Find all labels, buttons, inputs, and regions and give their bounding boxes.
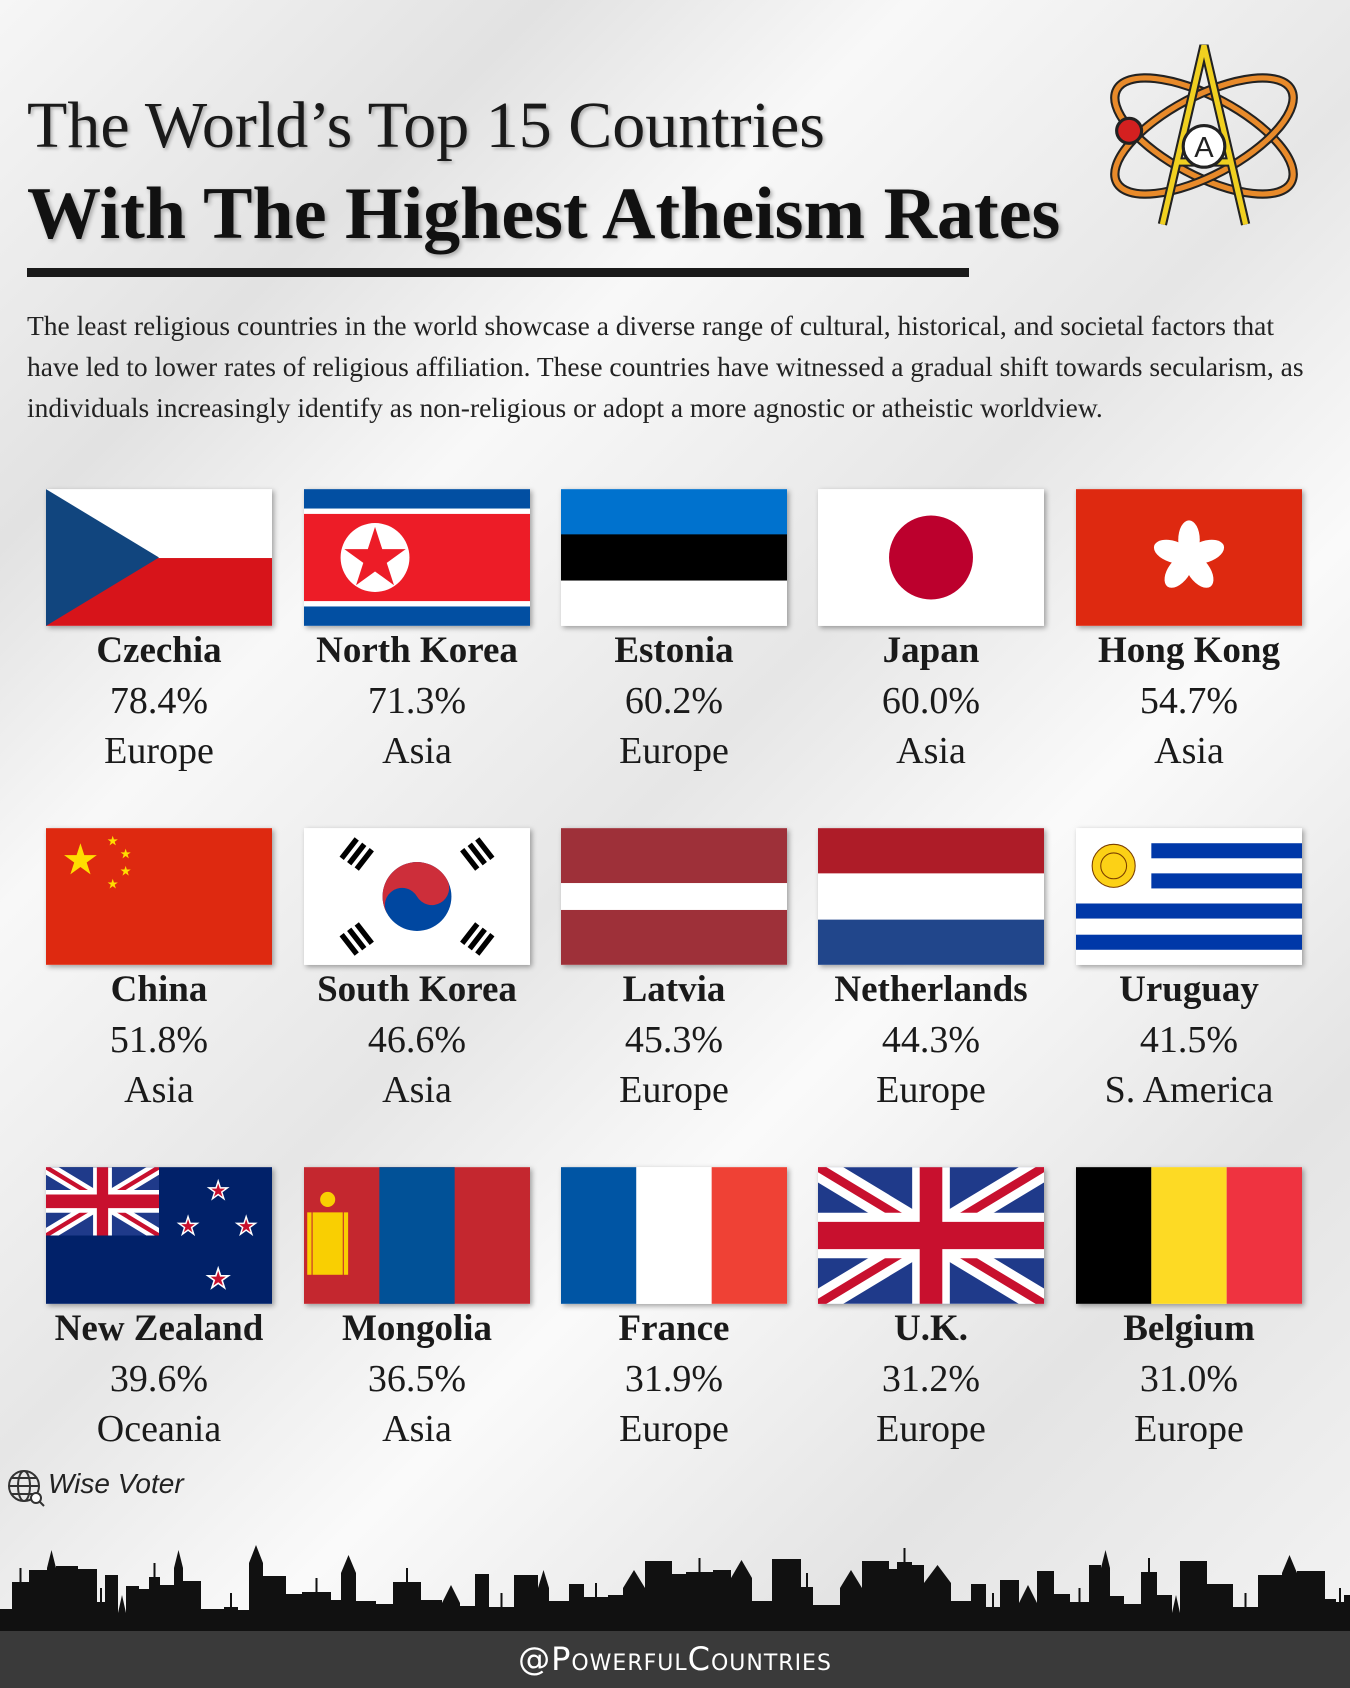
country-name: North Korea (316, 630, 518, 671)
flag (304, 1167, 530, 1304)
globe-icon (8, 1470, 45, 1507)
country-name: New Zealand (54, 1308, 264, 1349)
rate: 44.3% (881, 1019, 981, 1061)
country-card: Japan 60.0% Asia (801, 489, 1061, 776)
country-card: Hong Kong 54.7% Asia (1059, 489, 1319, 776)
region: Asia (382, 730, 452, 772)
rate: 51.8% (109, 1019, 209, 1061)
region: Europe (1134, 1408, 1244, 1450)
country-name: South Korea (317, 969, 517, 1010)
flag (1076, 828, 1302, 965)
country-card: South Korea 46.6% Asia (287, 828, 547, 1115)
country-card: Czechia 78.4% Europe (29, 489, 289, 776)
country-name: China (110, 969, 208, 1010)
rate: 31.0% (1139, 1358, 1239, 1400)
country-card: China 51.8% Asia (29, 828, 289, 1115)
flag (818, 828, 1044, 965)
region: Asia (896, 730, 966, 772)
country-name: U.K. (894, 1308, 968, 1349)
flag (46, 828, 272, 965)
flag (304, 828, 530, 965)
description: The least religious countries in the wor… (27, 310, 1304, 423)
country-card: Estonia 60.2% Europe (544, 489, 804, 776)
title-underline (27, 268, 969, 277)
country-name: Czechia (96, 630, 222, 671)
flag (46, 489, 272, 626)
country-card: North Korea 71.3% Asia (287, 489, 547, 776)
country-card: Uruguay 41.5% S. America (1059, 828, 1319, 1115)
country-card: France 31.9% Europe (544, 1167, 804, 1454)
country-name: Belgium (1123, 1308, 1255, 1349)
rate: 54.7% (1139, 680, 1239, 722)
rate: 45.3% (624, 1019, 724, 1061)
country-name: Japan (882, 630, 980, 671)
country-card: Latvia 45.3% Europe (544, 828, 804, 1115)
country-card: Belgium 31.0% Europe (1059, 1167, 1319, 1454)
country-name: Latvia (622, 969, 726, 1010)
skyline (0, 1545, 1350, 1633)
region: Asia (1154, 730, 1224, 772)
country-card: Mongolia 36.5% Asia (287, 1167, 547, 1454)
rate: 46.6% (367, 1019, 467, 1061)
rate: 60.0% (881, 680, 981, 722)
region: Europe (876, 1408, 986, 1450)
flag (304, 489, 530, 626)
flag (818, 1167, 1044, 1304)
rate: 71.3% (367, 680, 467, 722)
region: Asia (382, 1408, 452, 1450)
rate: 31.2% (881, 1358, 981, 1400)
skyline-shape (0, 1545, 1350, 1633)
country-card: Netherlands 44.3% Europe (801, 828, 1061, 1115)
title-line1: The World’s Top 15 Countries (27, 89, 825, 162)
country-name: Hong Kong (1098, 630, 1280, 671)
flag (561, 489, 787, 626)
country-card: U.K. 31.2% Europe (801, 1167, 1061, 1454)
country-name: Netherlands (834, 969, 1028, 1010)
rate: 31.9% (624, 1358, 724, 1400)
region: Asia (124, 1069, 194, 1111)
country-name: France (618, 1308, 730, 1349)
country-card: New Zealand 39.6% Oceania (29, 1167, 289, 1454)
rate: 36.5% (367, 1358, 467, 1400)
flag (1076, 1167, 1302, 1304)
region: S. America (1104, 1069, 1274, 1111)
flag (1076, 489, 1302, 626)
flag (46, 1167, 272, 1304)
country-name: Mongolia (341, 1308, 493, 1349)
atom-logo: A (1110, 44, 1298, 226)
region: Europe (619, 1069, 729, 1111)
flag (818, 489, 1044, 626)
flag (561, 1167, 787, 1304)
source: Wise Voter (48, 1468, 184, 1499)
region: Asia (382, 1069, 452, 1111)
footer: @PowerfulCountries (0, 1631, 1350, 1688)
rate: 41.5% (1139, 1019, 1239, 1061)
flag (561, 828, 787, 965)
rate: 60.2% (624, 680, 724, 722)
svg-text:A: A (1194, 132, 1214, 164)
title-line2: With The Highest Atheism Rates (27, 173, 1061, 255)
rate: 78.4% (109, 680, 209, 722)
region: Europe (104, 730, 214, 772)
country-name: Estonia (614, 630, 734, 671)
region: Europe (619, 730, 729, 772)
region: Europe (876, 1069, 986, 1111)
country-name: Uruguay (1119, 969, 1259, 1010)
rate: 39.6% (109, 1358, 209, 1400)
region: Oceania (96, 1408, 222, 1450)
region: Europe (619, 1408, 729, 1450)
